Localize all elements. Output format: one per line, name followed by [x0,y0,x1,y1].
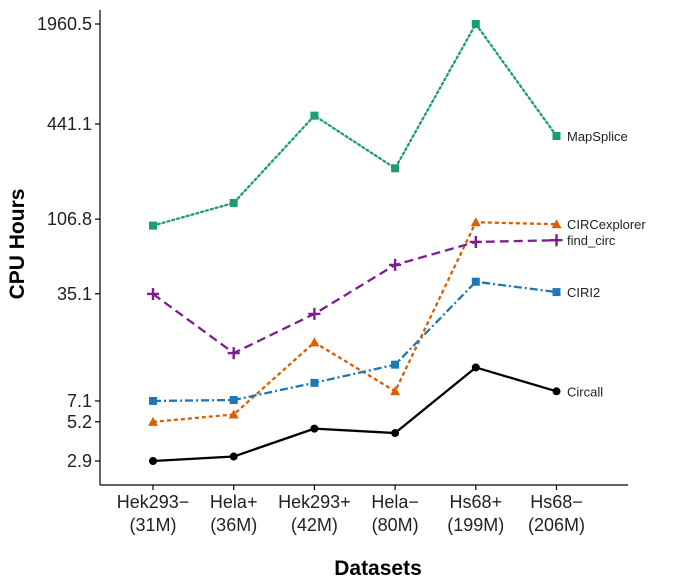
data-point-find-circ [147,287,159,300]
data-point-mapsplice [229,198,238,207]
y-tick-label: 35.1 [57,284,92,304]
data-point-find-circ [227,347,240,360]
series-line-circall [152,366,557,463]
y-tick-label: 5.2 [67,412,92,432]
x-tick-label: Hela+ [210,492,258,512]
data-point-ciri2 [391,360,400,369]
data-point-mapsplice [310,111,319,120]
y-tick-label: 106.8 [47,209,92,229]
x-tick-sublabel: (42M) [291,515,338,535]
series-markers [147,20,563,465]
y-axis-title: CPU Hours [6,189,29,300]
series-line-ciri2 [152,280,557,403]
data-point-circall [149,457,157,465]
axes [99,10,628,486]
x-axis-title: Datasets [334,557,422,580]
x-tick-sublabel: (80M) [372,515,419,535]
y-tick-label: 441.1 [47,114,92,134]
data-point-circall [391,429,400,438]
data-point-circall [229,452,238,461]
data-point-mapsplice [471,20,480,28]
data-point-find-circ [308,307,321,320]
series-label-ciri2: CIRI2 [567,285,600,300]
x-tick-sublabel: (199M) [447,515,504,535]
data-point-ciri2 [149,396,157,405]
y-axis-ticks: 2.9 5.27.1 35.1 106.8 441.1 1960.5 [37,14,100,471]
x-tick-label: Hs68+ [450,492,503,512]
data-point-circexplorer [470,217,481,227]
data-point-ciri2 [471,277,480,286]
series-label-mapsplice: MapSplice [567,129,628,144]
data-point-circexplorer [228,409,239,419]
series-line-mapsplice [151,22,558,227]
data-point-mapsplice [552,132,561,141]
series-line-find-circ [152,239,557,355]
series-label-circexplorer: CIRCexplorer [567,217,646,232]
data-point-find-circ [469,235,482,248]
data-point-ciri2 [229,396,238,405]
y-tick-label: 1960.5 [37,14,92,34]
x-tick-label: Hek293− [117,492,190,512]
data-point-circexplorer [309,337,320,347]
data-point-find-circ [389,258,402,271]
data-point-circexplorer [148,416,158,426]
series-label-circall: Circall [567,384,603,399]
series-label-find-circ: find_circ [567,233,616,248]
x-tick-label: Hela− [371,492,419,512]
x-tick-sublabel: (206M) [528,515,585,535]
data-point-find-circ [550,234,563,247]
x-tick-sublabel: (31M) [129,515,176,535]
data-point-ciri2 [552,288,561,297]
data-point-circall [552,387,561,396]
data-point-mapsplice [391,164,400,173]
data-point-circall [471,363,480,372]
y-tick-label: 2.9 [67,451,92,471]
x-axis-ticks: Hek293− (31M) Hela+ (36M) Hek293+ (42M) Hela− (… [117,485,585,535]
series-line-circexplorer [152,221,557,423]
x-tick-label: Hek293+ [278,492,351,512]
data-point-ciri2 [310,378,319,387]
x-tick-sublabel: (36M) [210,515,257,535]
x-tick-label: Hs68− [530,492,583,512]
data-point-circexplorer [390,386,401,396]
data-point-circall [310,424,319,433]
data-point-mapsplice [149,221,157,230]
y-tick-label: 7.1 [67,391,92,411]
series-lines [151,22,558,463]
data-point-circexplorer [551,219,562,229]
